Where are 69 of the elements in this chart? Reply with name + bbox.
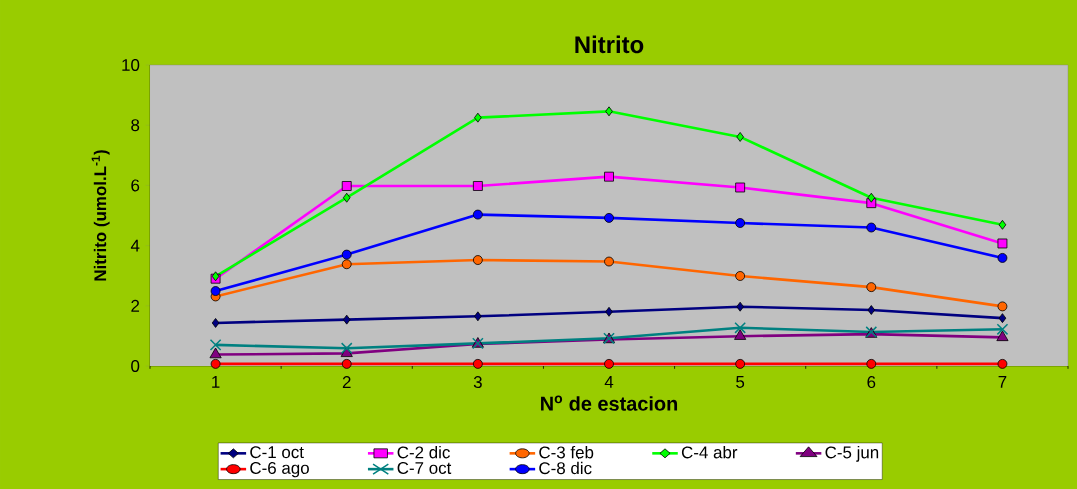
point	[735, 358, 746, 369]
point	[604, 171, 614, 182]
point	[734, 321, 746, 334]
point	[474, 311, 482, 322]
point	[605, 106, 613, 117]
x-tick-label: 2	[342, 376, 351, 388]
point	[866, 282, 877, 293]
point	[604, 256, 614, 267]
point	[736, 301, 744, 312]
y-axis-title: Nitrito (umol.L$^{-1}$)	[91, 150, 110, 281]
point	[736, 132, 744, 142]
y-tick-label: 0	[131, 359, 140, 372]
point	[210, 358, 221, 369]
point	[210, 286, 221, 296]
legend-label: C-6 ago	[250, 461, 309, 478]
point	[472, 358, 483, 369]
x-tick-label: 4	[604, 376, 614, 388]
point	[341, 358, 352, 369]
point	[605, 306, 613, 317]
point	[735, 218, 746, 228]
point	[997, 301, 1008, 312]
point	[998, 313, 1007, 324]
y-tick-label: 4	[130, 239, 140, 252]
y-tick-label: 8	[131, 119, 140, 132]
point	[735, 271, 746, 281]
point	[997, 253, 1008, 263]
legend-label: C-2 dic	[397, 445, 450, 459]
point	[472, 209, 483, 220]
x-axis-title: N$^{o}$ de estacion	[541, 395, 678, 411]
point	[340, 342, 353, 355]
point	[211, 318, 220, 328]
point	[604, 212, 614, 223]
point	[341, 259, 352, 270]
legend-label: C-7 oct	[397, 461, 452, 474]
point	[341, 249, 352, 260]
point	[866, 222, 877, 233]
legend-label: C-8 dic	[539, 461, 592, 475]
x-tick-label: 5	[736, 376, 745, 388]
chart-title: Nitrito	[575, 35, 644, 54]
point	[472, 255, 483, 265]
y-tick-label: 6	[131, 179, 140, 192]
point	[342, 314, 351, 325]
point	[867, 192, 876, 203]
legend-label: C-4 abr	[681, 445, 738, 459]
point	[998, 219, 1007, 230]
point	[735, 182, 746, 193]
point	[342, 192, 351, 203]
x-tick-label: 6	[867, 376, 876, 389]
point	[997, 358, 1008, 369]
legend-label: C-5 jun	[825, 445, 879, 462]
point	[997, 238, 1008, 249]
legend-label: C-1 oct	[250, 446, 304, 459]
legend-label: C-3 feb	[539, 445, 594, 459]
y-tick-label: 10	[122, 58, 140, 71]
point	[996, 323, 1009, 336]
y-tick-label: 2	[131, 299, 140, 312]
point	[209, 339, 222, 351]
point	[604, 358, 614, 369]
x-tick-label: 7	[998, 376, 1007, 388]
point	[472, 181, 483, 191]
point	[867, 305, 876, 315]
point	[734, 329, 747, 340]
point	[996, 330, 1009, 342]
point	[474, 112, 482, 123]
point	[209, 347, 222, 359]
x-tick-label: 1	[212, 376, 220, 388]
point	[341, 181, 352, 191]
point	[866, 358, 877, 369]
x-tick-label: 3	[473, 376, 482, 389]
